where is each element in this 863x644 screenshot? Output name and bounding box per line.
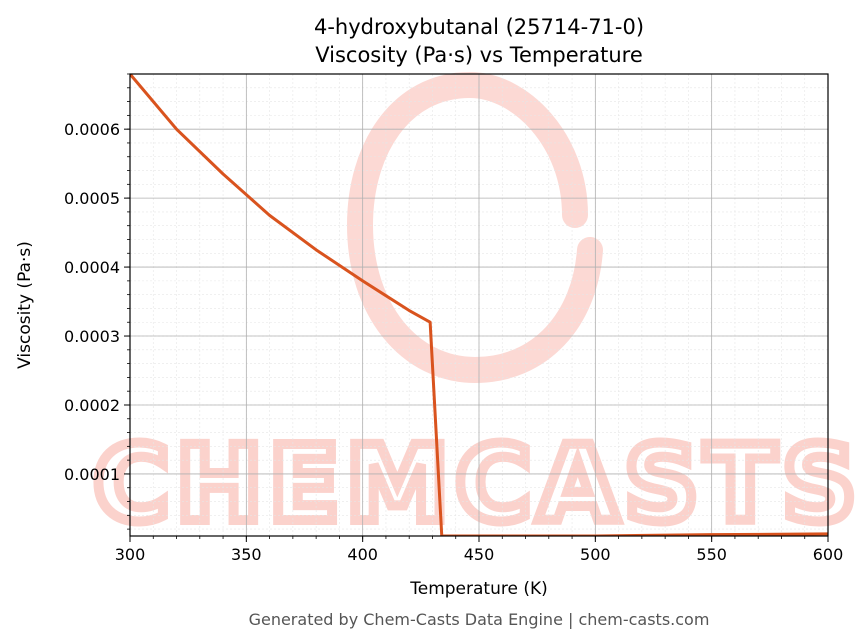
chart-title: 4-hydroxybutanal (25714-71-0) (314, 15, 644, 39)
x-tick-label: 450 (464, 545, 495, 564)
x-axis-ticks: 300 350 400 450 500 550 600 (115, 536, 844, 564)
watermark: CHEMCASTS (88, 71, 862, 550)
y-tick-label: 0.0004 (64, 258, 120, 277)
y-tick-label: 0.0002 (64, 396, 120, 415)
x-tick-label: 300 (115, 545, 146, 564)
x-tick-label: 400 (347, 545, 378, 564)
x-tick-label: 500 (580, 545, 611, 564)
footer-credit: Generated by Chem-Casts Data Engine | ch… (249, 610, 710, 629)
y-axis-label: Viscosity (Pa·s) (15, 241, 35, 369)
x-axis-label: Temperature (K) (409, 579, 548, 599)
y-axis-ticks: 0.0001 0.0002 0.0003 0.0004 0.0005 0.0006 (64, 73, 130, 530)
x-tick-label: 600 (813, 545, 844, 564)
y-tick-label: 0.0001 (64, 465, 120, 484)
series-line-0 (130, 74, 828, 536)
y-tick-label: 0.0003 (64, 327, 120, 346)
chart-subtitle: Viscosity (Pa·s) vs Temperature (315, 43, 643, 67)
watermark-swirl-icon (346, 71, 603, 384)
series-layer (130, 74, 828, 536)
watermark-text: CHEMCASTS (93, 423, 862, 545)
y-tick-label: 0.0006 (64, 120, 120, 139)
x-tick-label: 550 (696, 545, 727, 564)
x-tick-label: 350 (231, 545, 262, 564)
y-tick-label: 0.0005 (64, 189, 120, 208)
